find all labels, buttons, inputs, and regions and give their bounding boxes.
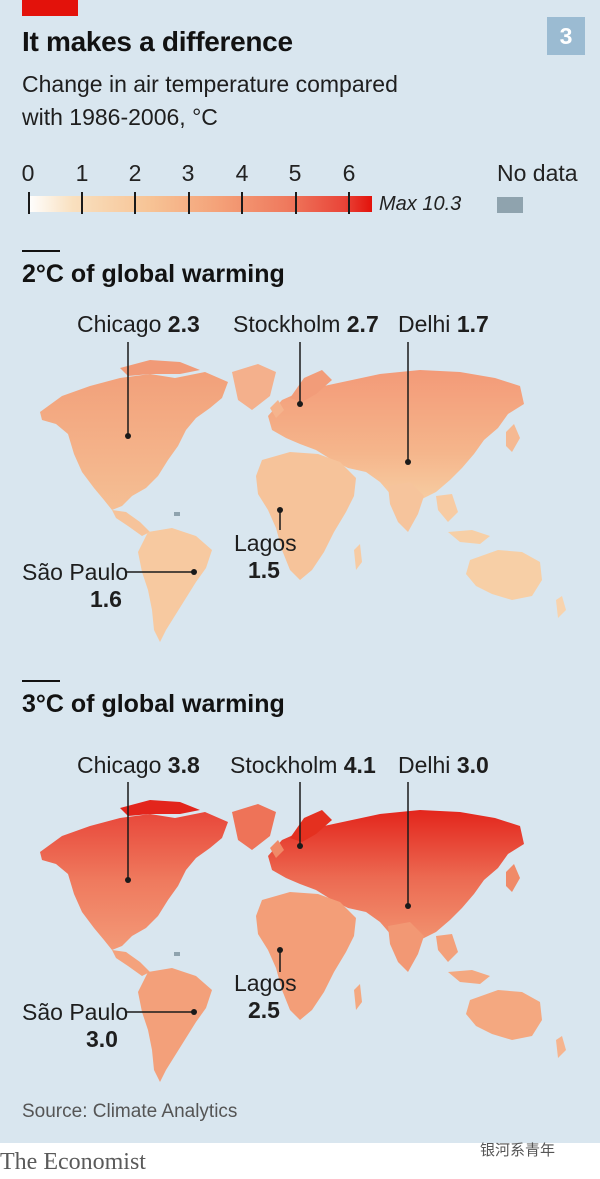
legend-tick-label: 2 <box>128 160 142 186</box>
legend-tick-mark <box>81 192 83 214</box>
legend-tick-label: 3 <box>181 160 195 186</box>
section-rule <box>22 680 60 682</box>
city-leader-lines <box>126 782 409 1013</box>
legend-no-data-label: No data <box>497 160 578 186</box>
legend-tick-mark <box>188 192 190 214</box>
source-note: Source: Climate Analytics <box>22 1101 238 1122</box>
indian-subcontinent <box>388 482 424 532</box>
legend-tick-label: 6 <box>342 160 356 186</box>
south-america <box>138 528 212 642</box>
city-label-sao-paulo: São Paulo 1.6 <box>22 559 129 612</box>
japan <box>506 864 520 892</box>
legend-color-scale <box>28 196 372 212</box>
legend-tick-mark <box>348 192 350 214</box>
north-america-landmass <box>40 372 228 510</box>
section-rule <box>22 250 60 252</box>
southeast-asia <box>436 934 458 962</box>
eurasia-landmass <box>268 810 524 946</box>
legend-tick-label: 5 <box>288 160 302 186</box>
world-map-2c <box>40 342 566 642</box>
world-map-3c <box>40 782 566 1082</box>
economist-logo-text: The Economist <box>0 1149 146 1175</box>
brand-red-tag <box>22 0 78 16</box>
city-label-sao-paulo: São Paulo 3.0 <box>22 999 129 1052</box>
canadian-arctic-islands <box>120 800 200 816</box>
city-label-chicago: Chicago 2.3 <box>77 311 200 337</box>
madagascar <box>354 984 362 1010</box>
southeast-asia <box>436 494 458 522</box>
legend-tick-mark <box>28 192 30 214</box>
chart-subtitle: Change in air temperature compared with … <box>22 71 398 130</box>
new-zealand <box>556 596 566 618</box>
legend-tick-label: 0 <box>21 160 35 186</box>
south-america <box>138 968 212 1082</box>
legend-tick-label: 1 <box>75 160 89 186</box>
legend-no-data-swatch <box>497 197 523 213</box>
city-dots <box>125 401 411 575</box>
city-label-lagos: Lagos 1.5 <box>234 530 297 583</box>
greenland <box>232 364 276 410</box>
eurasia-landmass <box>268 370 524 506</box>
legend-tick-mark <box>295 192 297 214</box>
legend-tick-mark <box>134 192 136 214</box>
madagascar <box>354 544 362 570</box>
city-leader-lines <box>126 342 409 573</box>
new-zealand <box>556 1036 566 1058</box>
city-label-delhi: Delhi 3.0 <box>398 752 489 778</box>
indonesia <box>448 970 490 984</box>
britain <box>270 840 284 858</box>
central-america <box>112 510 150 536</box>
japan <box>506 424 520 452</box>
city-label-delhi: Delhi 1.7 <box>398 311 489 337</box>
africa <box>256 892 356 1020</box>
legend-tick-mark <box>241 192 243 214</box>
chart-number-badge: 3 <box>547 17 585 55</box>
city-label-stockholm: Stockholm 4.1 <box>230 752 376 778</box>
wechat-watermark: 银河系青年 <box>480 1142 556 1159</box>
britain <box>270 400 284 418</box>
legend-tick-label: 4 <box>235 160 249 186</box>
legend-max-label: Max 10.3 <box>379 193 462 215</box>
central-america <box>112 950 150 976</box>
indian-subcontinent <box>388 922 424 972</box>
greenland <box>232 804 276 850</box>
africa <box>256 452 356 580</box>
no-data-area <box>174 512 180 516</box>
australia <box>466 990 542 1040</box>
city-label-lagos: Lagos 2.5 <box>234 970 297 1023</box>
indonesia <box>448 530 490 544</box>
city-label-chicago: Chicago 3.8 <box>77 752 200 778</box>
city-dots <box>125 843 411 1015</box>
scenario-title-2c: 2°C of global warming <box>22 260 285 288</box>
no-data-area <box>174 952 180 956</box>
australia <box>466 550 542 600</box>
scenario-title-3c: 3°C of global warming <box>22 690 285 718</box>
chart-title: It makes a difference <box>22 26 293 57</box>
city-label-stockholm: Stockholm 2.7 <box>233 311 379 337</box>
canadian-arctic-islands <box>120 360 200 376</box>
north-america-landmass <box>40 812 228 950</box>
